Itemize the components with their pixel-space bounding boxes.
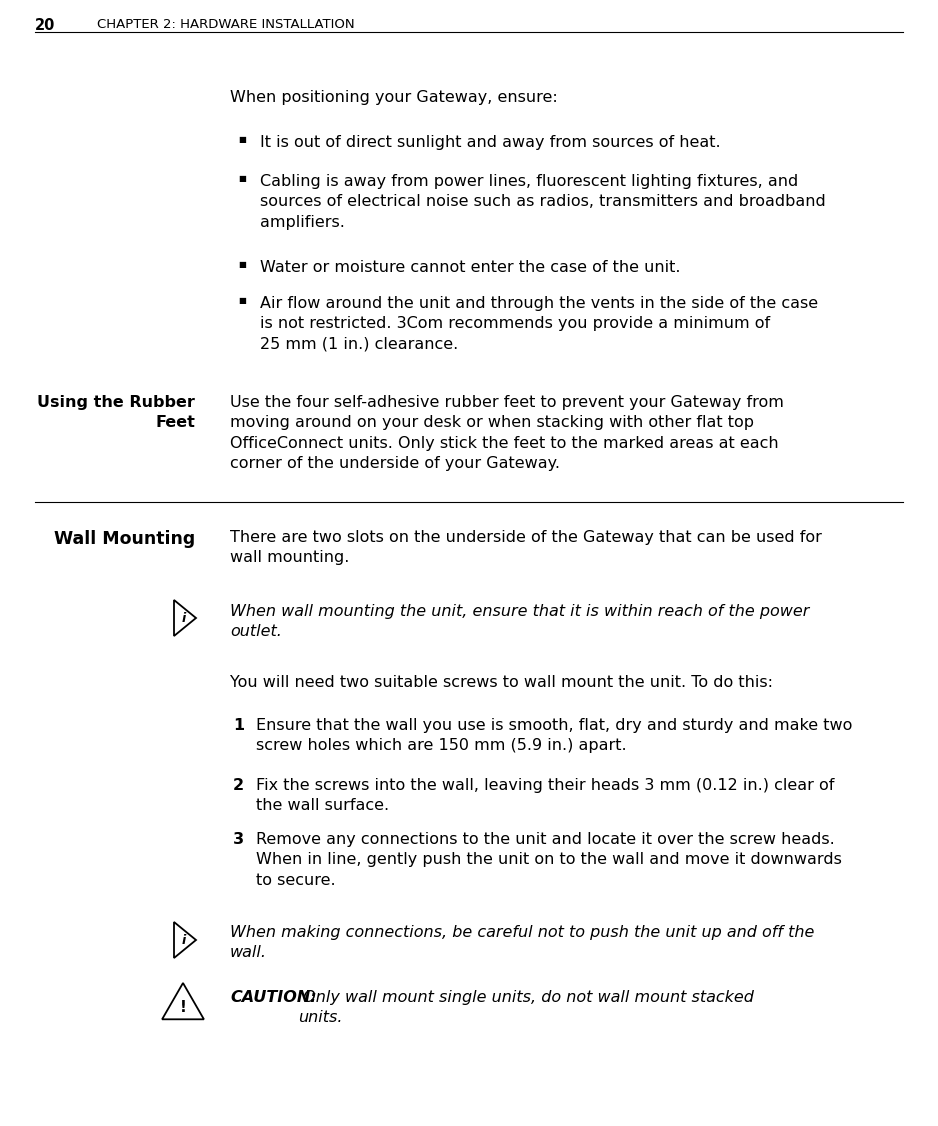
Text: ■: ■: [238, 135, 246, 144]
Text: CHAPTER 2: HARDWARE INSTALLATION: CHAPTER 2: HARDWARE INSTALLATION: [97, 18, 355, 32]
Text: i: i: [182, 611, 186, 625]
Text: 20: 20: [35, 18, 55, 33]
Text: Use the four self-adhesive rubber feet to prevent your Gateway from
moving aroun: Use the four self-adhesive rubber feet t…: [230, 395, 784, 471]
Text: ■: ■: [238, 296, 246, 305]
Text: 1: 1: [233, 718, 244, 733]
Text: When wall mounting the unit, ensure that it is within reach of the power
outlet.: When wall mounting the unit, ensure that…: [230, 604, 809, 640]
Text: Fix the screws into the wall, leaving their heads 3 mm (0.12 in.) clear of
the w: Fix the screws into the wall, leaving th…: [256, 778, 835, 813]
Text: Cabling is away from power lines, fluorescent lighting fixtures, and
sources of : Cabling is away from power lines, fluore…: [260, 175, 825, 230]
Text: There are two slots on the underside of the Gateway that can be used for
wall mo: There are two slots on the underside of …: [230, 530, 822, 565]
Text: !: !: [179, 1000, 187, 1015]
Text: Remove any connections to the unit and locate it over the screw heads.
When in l: Remove any connections to the unit and l…: [256, 832, 842, 887]
Text: Only wall mount single units, do not wall mount stacked
units.: Only wall mount single units, do not wal…: [298, 990, 754, 1026]
Text: 2: 2: [233, 778, 244, 793]
Text: Water or moisture cannot enter the case of the unit.: Water or moisture cannot enter the case …: [260, 260, 680, 275]
Text: When positioning your Gateway, ensure:: When positioning your Gateway, ensure:: [230, 90, 558, 105]
Text: You will need two suitable screws to wall mount the unit. To do this:: You will need two suitable screws to wal…: [230, 674, 773, 690]
Text: 3: 3: [233, 832, 244, 847]
Text: Wall Mounting: Wall Mounting: [53, 530, 195, 548]
Text: Air flow around the unit and through the vents in the side of the case
is not re: Air flow around the unit and through the…: [260, 296, 818, 351]
Text: ■: ■: [238, 175, 246, 184]
Text: i: i: [182, 933, 186, 947]
Text: Using the Rubber
Feet: Using the Rubber Feet: [38, 395, 195, 430]
Text: Ensure that the wall you use is smooth, flat, dry and sturdy and make two
screw : Ensure that the wall you use is smooth, …: [256, 718, 853, 753]
Text: It is out of direct sunlight and away from sources of heat.: It is out of direct sunlight and away fr…: [260, 135, 720, 150]
Text: When making connections, be careful not to push the unit up and off the
wall.: When making connections, be careful not …: [230, 924, 814, 960]
Text: ■: ■: [238, 260, 246, 269]
Text: CAUTION:: CAUTION:: [230, 990, 317, 1006]
